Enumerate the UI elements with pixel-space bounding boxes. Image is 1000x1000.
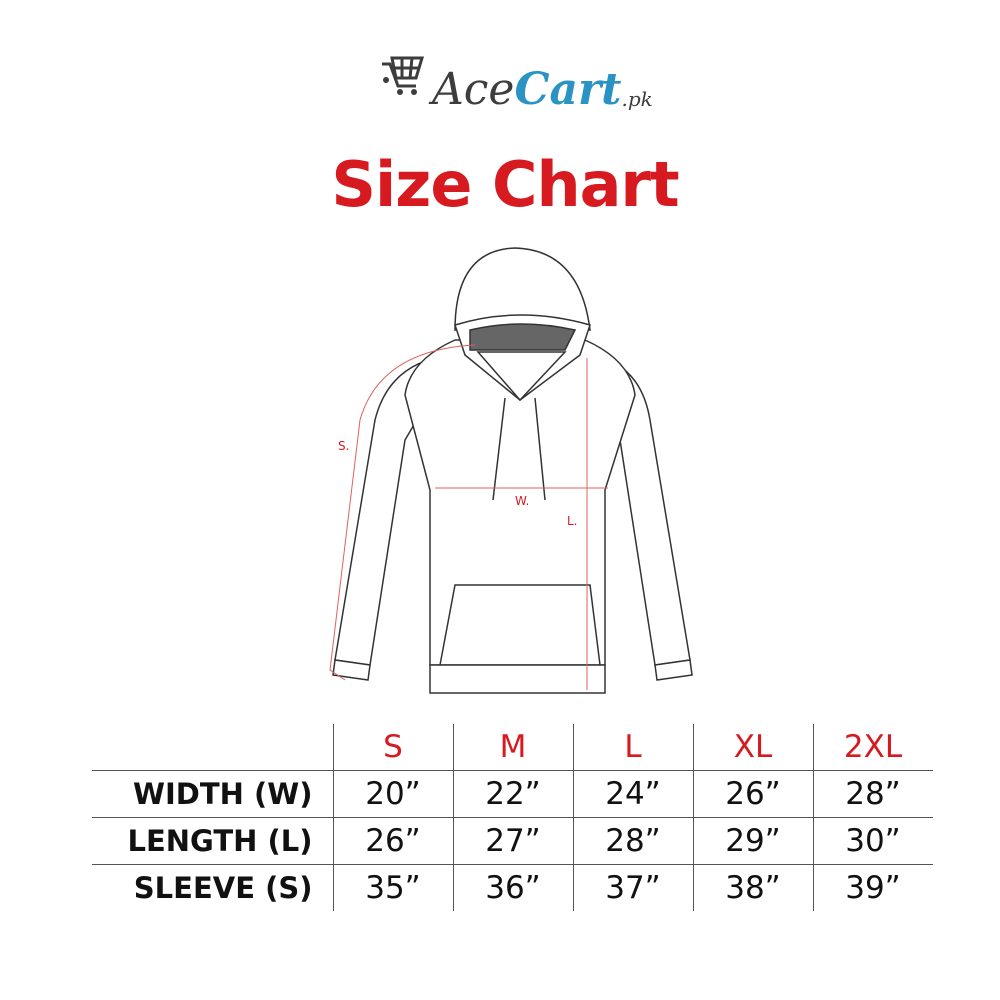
table-row: WIDTH (W) 20” 22” 24” 26” 28”	[92, 770, 933, 818]
size-m: M	[452, 724, 573, 771]
size-s: S	[332, 724, 453, 771]
cell: 28”	[572, 817, 693, 865]
page-title: Size Chart	[331, 148, 679, 221]
size-l: L	[572, 724, 693, 771]
cell: 30”	[812, 817, 933, 865]
cell: 29”	[692, 817, 813, 865]
row-label: WIDTH (W)	[92, 770, 333, 818]
width-label: W.	[515, 494, 529, 508]
size-header-row: S M L XL 2XL	[92, 724, 933, 771]
cell: 24”	[572, 770, 693, 818]
size-2xl: 2XL	[812, 724, 933, 771]
cell: 28”	[812, 770, 933, 818]
cell: 36”	[452, 864, 573, 911]
row-label: SLEEVE (S)	[92, 864, 333, 911]
cart-icon	[382, 56, 425, 95]
size-xl: XL	[692, 724, 813, 771]
cell: 37”	[572, 864, 693, 911]
logo-pk: .pk	[621, 87, 653, 111]
table-row: LENGTH (L) 26” 27” 28” 29” 30”	[92, 817, 933, 865]
cell: 27”	[452, 817, 573, 865]
cell: 26”	[692, 770, 813, 818]
hoodie-diagram: S. W. L.	[329, 247, 693, 694]
size-table: S M L XL 2XL WIDTH (W) 20” 22” 24” 26” 2…	[92, 724, 933, 911]
length-label: L.	[567, 514, 578, 528]
row-label: LENGTH (L)	[92, 817, 333, 865]
logo-cart: Cart	[514, 64, 622, 115]
cell: 22”	[452, 770, 573, 818]
acecart-logo: Ace Cart .pk	[432, 48, 653, 112]
cell: 39”	[812, 864, 933, 911]
cell: 35”	[332, 864, 453, 911]
sleeve-label: S.	[338, 439, 349, 453]
cell: 38”	[692, 864, 813, 911]
table-row: SLEEVE (S) 35” 36” 37” 38” 39”	[92, 864, 933, 911]
cell: 20”	[332, 770, 453, 818]
logo-ace: Ace	[432, 64, 515, 115]
cell: 26”	[332, 817, 453, 865]
